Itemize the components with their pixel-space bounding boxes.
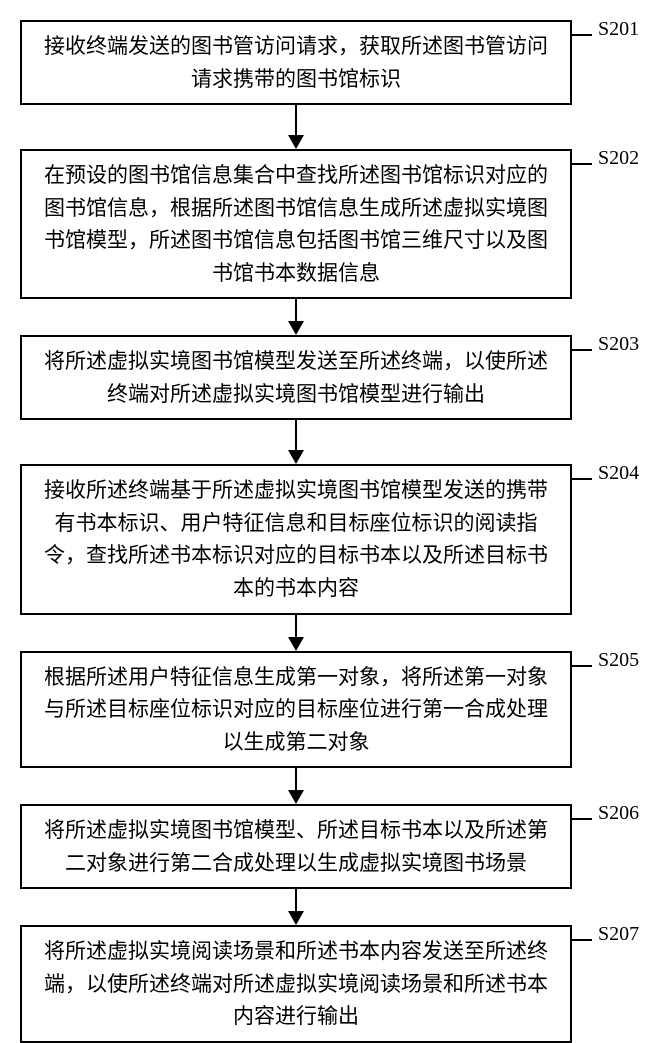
step-box: 将所述虚拟实境阅读场景和所述书本内容发送至所述终端，以使所述终端对所述虚拟实境阅… — [20, 925, 572, 1043]
arrow-head-icon — [288, 911, 304, 925]
arrow — [20, 299, 572, 335]
step-label: S207 — [592, 923, 639, 946]
arrow — [20, 615, 572, 651]
arrow-shaft — [295, 105, 297, 135]
step-text: 接收终端发送的图书管访问请求，获取所述图书管访问请求携带的图书馆标识 — [44, 34, 548, 91]
arrow — [20, 420, 572, 464]
arrow-head-icon — [288, 135, 304, 149]
label-connector — [572, 349, 592, 351]
step-text: 在预设的图书馆信息集合中查找所述图书馆标识对应的图书馆信息，根据所述图书馆信息生… — [44, 163, 548, 285]
step-label: S205 — [592, 649, 639, 672]
arrow — [20, 768, 572, 804]
step-box: 在预设的图书馆信息集合中查找所述图书馆标识对应的图书馆信息，根据所述图书馆信息生… — [20, 149, 572, 299]
step-row: 根据所述用户特征信息生成第一对象，将所述第一对象与所述目标座位标识对应的目标座位… — [20, 651, 650, 769]
label-connector — [572, 939, 592, 941]
step-label: S206 — [592, 802, 639, 825]
label-connector — [572, 665, 592, 667]
arrow-shaft — [295, 420, 297, 450]
step-box: 接收终端发送的图书管访问请求，获取所述图书管访问请求携带的图书馆标识 — [20, 20, 572, 105]
arrow-shaft — [295, 889, 297, 911]
step-row: 将所述虚拟实境图书馆模型发送至所述终端，以使所述终端对所述虚拟实境图书馆模型进行… — [20, 335, 650, 420]
arrow-head-icon — [288, 790, 304, 804]
step-text: 将所述虚拟实境图书馆模型发送至所述终端，以使所述终端对所述虚拟实境图书馆模型进行… — [44, 349, 548, 406]
arrow-head-icon — [288, 321, 304, 335]
arrow-shaft — [295, 768, 297, 790]
step-text: 接收所述终端基于所述虚拟实境图书馆模型发送的携带有书本标识、用户特征信息和目标座… — [44, 478, 548, 600]
arrow — [20, 889, 572, 925]
step-label: S203 — [592, 333, 639, 356]
step-label: S202 — [592, 147, 639, 170]
arrow-shaft — [295, 615, 297, 637]
label-connector — [572, 818, 592, 820]
step-box: 接收所述终端基于所述虚拟实境图书馆模型发送的携带有书本标识、用户特征信息和目标座… — [20, 464, 572, 614]
step-label: S201 — [592, 18, 639, 41]
label-connector — [572, 478, 592, 480]
step-box: 根据所述用户特征信息生成第一对象，将所述第一对象与所述目标座位标识对应的目标座位… — [20, 651, 572, 769]
step-label: S204 — [592, 462, 639, 485]
step-row: 将所述虚拟实境图书馆模型、所述目标书本以及所述第二对象进行第二合成处理以生成虚拟… — [20, 804, 650, 889]
arrow-head-icon — [288, 450, 304, 464]
flowchart: 接收终端发送的图书管访问请求，获取所述图书管访问请求携带的图书馆标识 S201 … — [20, 20, 650, 1043]
step-text: 根据所述用户特征信息生成第一对象，将所述第一对象与所述目标座位标识对应的目标座位… — [44, 665, 548, 754]
step-text: 将所述虚拟实境图书馆模型、所述目标书本以及所述第二对象进行第二合成处理以生成虚拟… — [44, 818, 548, 875]
label-connector — [572, 34, 592, 36]
step-row: 接收所述终端基于所述虚拟实境图书馆模型发送的携带有书本标识、用户特征信息和目标座… — [20, 464, 650, 614]
step-row: 将所述虚拟实境阅读场景和所述书本内容发送至所述终端，以使所述终端对所述虚拟实境阅… — [20, 925, 650, 1043]
step-row: 接收终端发送的图书管访问请求，获取所述图书管访问请求携带的图书馆标识 S201 — [20, 20, 650, 105]
step-box: 将所述虚拟实境图书馆模型、所述目标书本以及所述第二对象进行第二合成处理以生成虚拟… — [20, 804, 572, 889]
step-row: 在预设的图书馆信息集合中查找所述图书馆标识对应的图书馆信息，根据所述图书馆信息生… — [20, 149, 650, 299]
arrow-head-icon — [288, 637, 304, 651]
step-text: 将所述虚拟实境阅读场景和所述书本内容发送至所述终端，以使所述终端对所述虚拟实境阅… — [44, 939, 548, 1028]
step-box: 将所述虚拟实境图书馆模型发送至所述终端，以使所述终端对所述虚拟实境图书馆模型进行… — [20, 335, 572, 420]
arrow-shaft — [295, 299, 297, 321]
arrow — [20, 105, 572, 149]
label-connector — [572, 163, 592, 165]
